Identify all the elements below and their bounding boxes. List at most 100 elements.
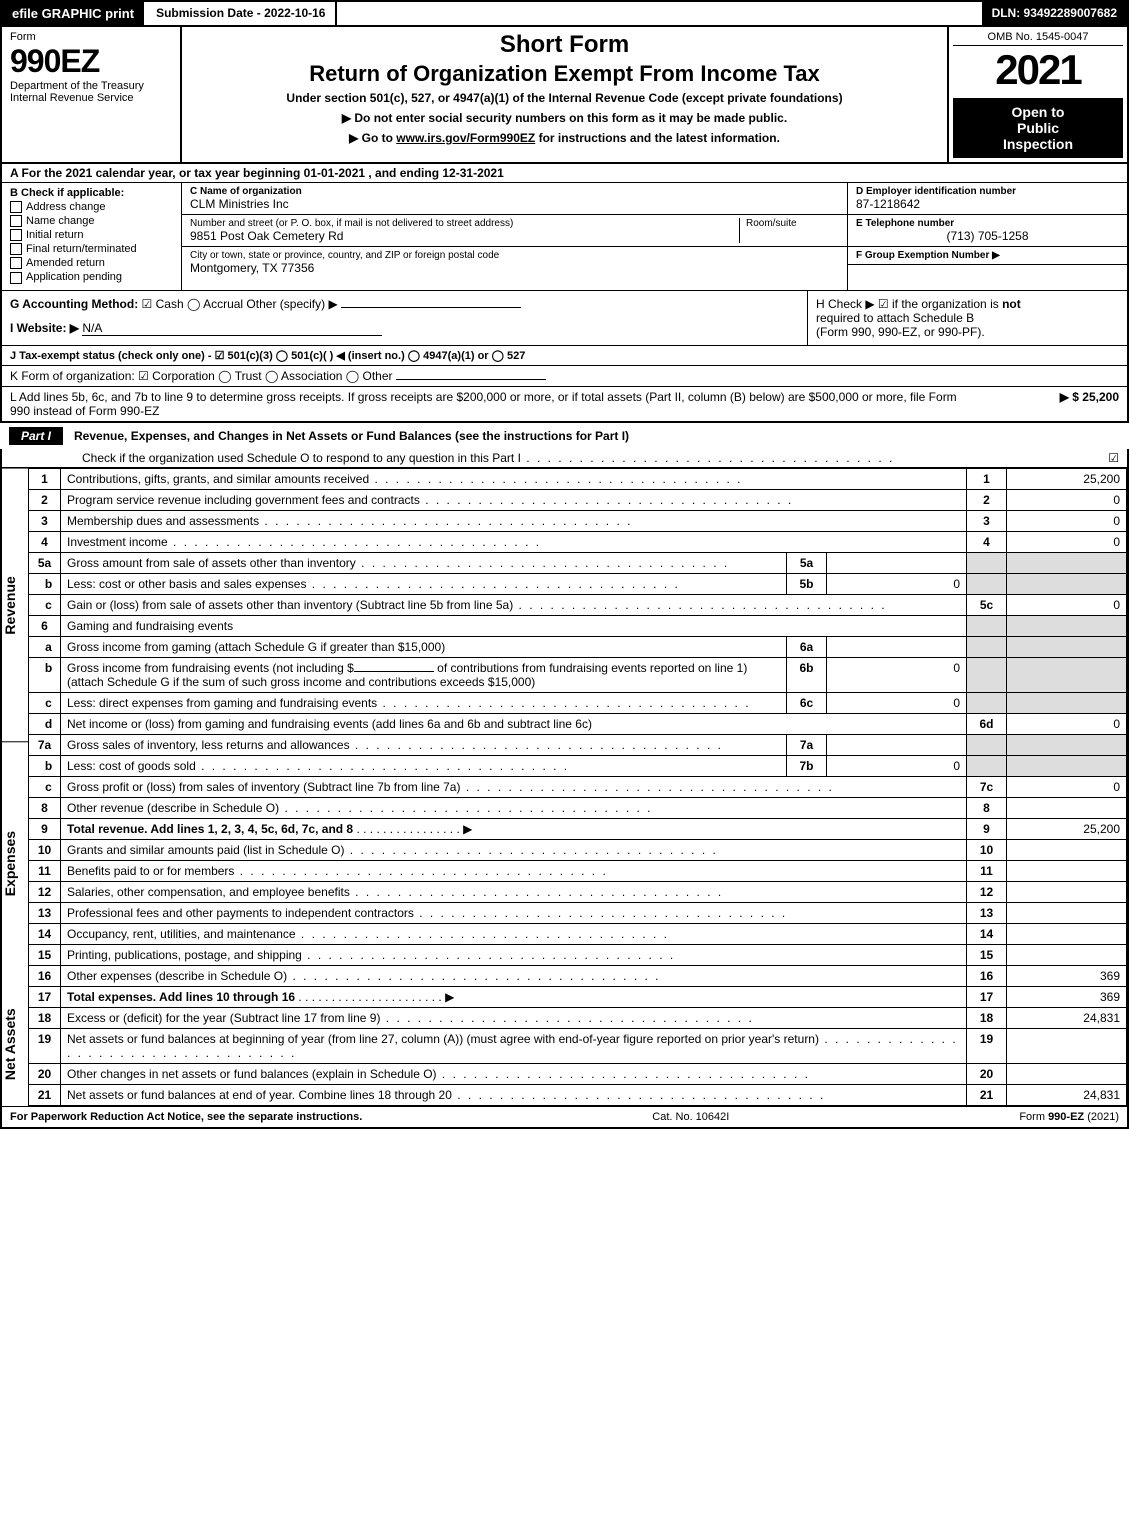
instruction-goto: ▶ Go to www.irs.gov/Form990EZ for instru… <box>190 131 939 145</box>
line-iamt: 0 <box>827 657 967 692</box>
line-box: 18 <box>967 1007 1007 1028</box>
line-7b: bLess: cost of goods sold7b0 <box>29 755 1127 776</box>
line-iamt <box>827 734 967 755</box>
line-iamt <box>827 552 967 573</box>
line-desc: Investment income <box>61 531 967 552</box>
section-b-title: B Check if applicable: <box>10 187 173 199</box>
e-label: E Telephone number <box>856 218 1119 229</box>
line-amt: 0 <box>1007 510 1127 531</box>
line-no: 16 <box>29 965 61 986</box>
part-1-body: Revenue Expenses Net Assets 1Contributio… <box>0 468 1129 1106</box>
line-no: 20 <box>29 1063 61 1084</box>
line-box: 19 <box>967 1028 1007 1063</box>
dept-line-1: Department of the Treasury <box>10 80 172 92</box>
h-label: H Check ▶ ☑ if the organization is <box>816 297 1002 311</box>
line-box: 1 <box>967 468 1007 489</box>
header-left: Form 990EZ Department of the Treasury In… <box>2 27 182 162</box>
line-amt: 0 <box>1007 489 1127 510</box>
line-no: 11 <box>29 860 61 881</box>
gray-cell <box>1007 657 1127 692</box>
line-18: 18Excess or (deficit) for the year (Subt… <box>29 1007 1127 1028</box>
line-5b: bLess: cost or other basis and sales exp… <box>29 573 1127 594</box>
line-amt: 0 <box>1007 594 1127 615</box>
line-ibox: 7a <box>787 734 827 755</box>
open-line-1: Open to <box>959 104 1117 120</box>
part-1-check: Check if the organization used Schedule … <box>0 449 1129 468</box>
line-amt: 25,200 <box>1007 818 1127 839</box>
check-amended-return[interactable]: Amended return <box>10 257 173 269</box>
footer-right-post: (2021) <box>1087 1111 1119 1123</box>
efile-button[interactable]: efile GRAPHIC print <box>2 2 146 25</box>
title-short-form: Short Form <box>190 31 939 59</box>
line-no: 19 <box>29 1028 61 1063</box>
gray-cell <box>967 636 1007 657</box>
topbar: efile GRAPHIC print Submission Date - 20… <box>0 0 1129 27</box>
line-5c: cGain or (loss) from sale of assets othe… <box>29 594 1127 615</box>
line-7c: cGross profit or (loss) from sales of in… <box>29 776 1127 797</box>
phone-value: (713) 705-1258 <box>856 229 1119 243</box>
check-final-return[interactable]: Final return/terminated <box>10 243 173 255</box>
gray-cell <box>967 692 1007 713</box>
line-box: 14 <box>967 923 1007 944</box>
entity-block: B Check if applicable: Address change Na… <box>0 183 1129 291</box>
entity-right: D Employer identification number 87-1218… <box>847 183 1127 290</box>
revenue-vlabel: Revenue <box>2 468 28 742</box>
line-desc: Net income or (loss) from gaming and fun… <box>61 713 967 734</box>
section-b: B Check if applicable: Address change Na… <box>2 183 182 290</box>
l-line: L Add lines 5b, 6c, and 7b to line 9 to … <box>0 387 1129 422</box>
line-desc: Gross sales of inventory, less returns a… <box>61 734 787 755</box>
line-12: 12Salaries, other compensation, and empl… <box>29 881 1127 902</box>
room-label: Room/suite <box>746 218 839 229</box>
line-box: 12 <box>967 881 1007 902</box>
irs-link[interactable]: www.irs.gov/Form990EZ <box>396 131 535 145</box>
expenses-vlabel: Expenses <box>2 741 28 984</box>
line-no: b <box>29 755 61 776</box>
j-line: J Tax-exempt status (check only one) - ☑… <box>0 346 1129 366</box>
line-iamt: 0 <box>827 692 967 713</box>
line-ibox: 6b <box>787 657 827 692</box>
part-1-checkbox[interactable]: ☑ <box>1089 451 1119 465</box>
check-label: Name change <box>26 215 95 227</box>
section-a: A For the 2021 calendar year, or tax yea… <box>0 164 1129 183</box>
c-label: C Name of organization <box>190 186 839 197</box>
address-cell: Number and street (or P. O. box, if mail… <box>182 215 847 247</box>
line-amt: 25,200 <box>1007 468 1127 489</box>
ein-value: 87-1218642 <box>856 197 1119 211</box>
line-desc: Membership dues and assessments <box>61 510 967 531</box>
line-no: a <box>29 636 61 657</box>
h-cell: H Check ▶ ☑ if the organization is not r… <box>807 291 1127 345</box>
gray-cell <box>1007 734 1127 755</box>
line-amt: 0 <box>1007 531 1127 552</box>
line-no: 18 <box>29 1007 61 1028</box>
line-amt <box>1007 902 1127 923</box>
footer-right: Form 990-EZ (2021) <box>1019 1111 1119 1123</box>
line-iamt: 0 <box>827 755 967 776</box>
gray-cell <box>967 615 1007 636</box>
line-box: 2 <box>967 489 1007 510</box>
check-initial-return[interactable]: Initial return <box>10 229 173 241</box>
line-desc: Other revenue (describe in Schedule O) <box>61 797 967 818</box>
line-15: 15Printing, publications, postage, and s… <box>29 944 1127 965</box>
d-label: D Employer identification number <box>856 186 1119 197</box>
part-1-header: Part I Revenue, Expenses, and Changes in… <box>0 422 1129 449</box>
phone-cell: E Telephone number (713) 705-1258 <box>848 215 1127 247</box>
line-amt: 0 <box>1007 776 1127 797</box>
line-box: 21 <box>967 1084 1007 1105</box>
addr-label: Number and street (or P. O. box, if mail… <box>190 218 739 229</box>
website-value: N/A <box>82 321 382 336</box>
part-1-title: Revenue, Expenses, and Changes in Net As… <box>74 429 629 443</box>
line-ibox: 5a <box>787 552 827 573</box>
line-desc: Professional fees and other payments to … <box>61 902 967 923</box>
line-box: 11 <box>967 860 1007 881</box>
line-desc: Excess or (deficit) for the year (Subtra… <box>61 1007 967 1028</box>
line-16: 16Other expenses (describe in Schedule O… <box>29 965 1127 986</box>
check-address-change[interactable]: Address change <box>10 201 173 213</box>
check-name-change[interactable]: Name change <box>10 215 173 227</box>
dln-label: DLN: 93492289007682 <box>982 2 1127 25</box>
line-amt: 24,831 <box>1007 1084 1127 1105</box>
check-application-pending[interactable]: Application pending <box>10 271 173 283</box>
footer-center: Cat. No. 10642I <box>652 1111 729 1123</box>
line-3: 3Membership dues and assessments30 <box>29 510 1127 531</box>
k-text: K Form of organization: ☑ Corporation ◯ … <box>10 369 393 383</box>
line-box: 20 <box>967 1063 1007 1084</box>
